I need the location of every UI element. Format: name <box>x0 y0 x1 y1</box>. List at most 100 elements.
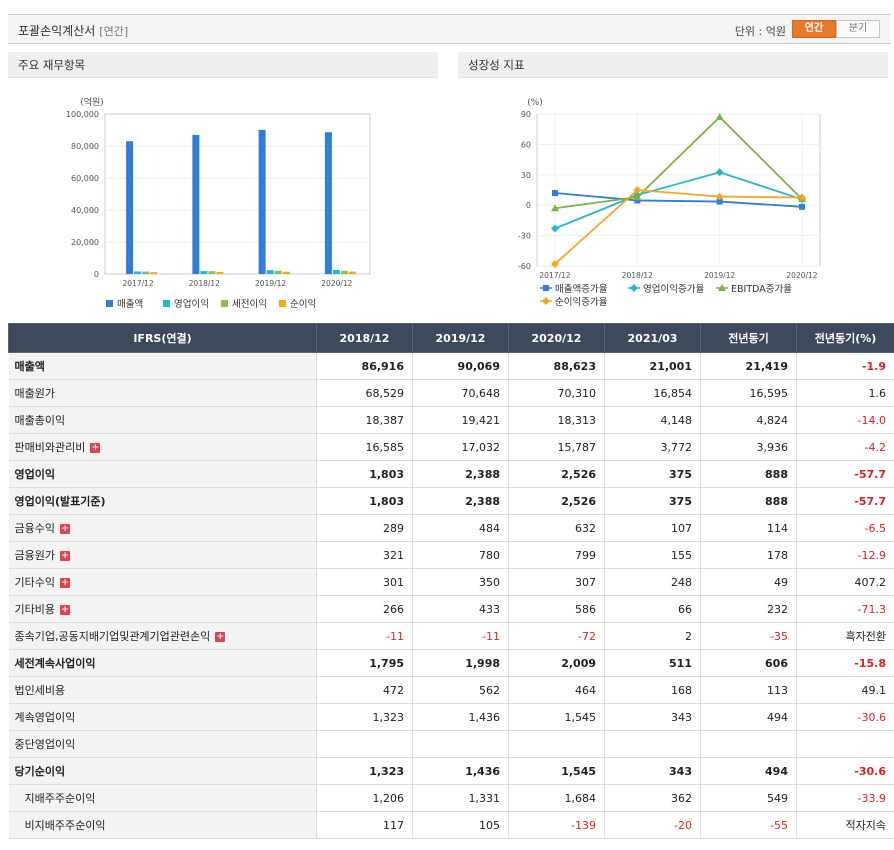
x-tick-label: 2019/12 <box>255 279 286 288</box>
series-line-3 <box>554 189 803 265</box>
value-cell: -20 <box>604 811 701 839</box>
value-cell: -14.0 <box>796 406 894 434</box>
value-cell: 105 <box>412 811 509 839</box>
series-point-3-0 <box>551 259 559 268</box>
value-cell: 16,595 <box>700 379 797 407</box>
value-cell <box>316 730 413 758</box>
value-cell: 70,648 <box>412 379 509 407</box>
row-label: 중단영업이익 <box>14 738 76 751</box>
value-cell: 2,388 <box>412 460 509 488</box>
series-point-3-2 <box>715 192 724 201</box>
series-point-2-2 <box>715 113 724 121</box>
table-row: 판매비와관리비 +16,585 17,032 15,787 3,772 3,936 -4.2 <box>8 433 894 461</box>
expand-plus-icon[interactable]: + <box>59 551 70 561</box>
value-cell: 155 <box>604 541 701 569</box>
value-cell: 66 <box>604 595 701 623</box>
y-tick-label: -60 <box>518 262 531 271</box>
value-cell: 16,585 <box>316 433 413 461</box>
expand-plus-icon[interactable]: + <box>59 605 70 615</box>
value-cell: 113 <box>700 676 797 704</box>
y-tick-label: 0 <box>526 201 531 210</box>
value-cell: 1,998 <box>412 649 509 677</box>
legend-label: 매출액증가율 <box>555 283 608 295</box>
row-label-cell: 종속기업,공동지배기업및관계기업관련손익 + <box>8 622 317 650</box>
value-cell: 606 <box>700 649 797 677</box>
expand-plus-icon[interactable]: + <box>215 632 226 642</box>
value-cell: 343 <box>604 757 701 785</box>
table-row: 매출총이익 18,387 19,421 18,313 4,148 4,824 -14.0 <box>8 406 894 434</box>
value-cell: 1,684 <box>508 784 605 812</box>
x-tick-label: 2017/12 <box>123 279 154 288</box>
series-point-3-3 <box>798 193 806 202</box>
growth-indicators-panel: 성장성 지표 (%) -60 -30 0 30 60 90 2017/12 2018/12 201… <box>458 52 888 316</box>
value-cell: 433 <box>412 595 509 623</box>
value-cell: 266 <box>316 595 413 623</box>
table-row: 당기순이익 1,323 1,436 1,545 343 494 -30.6 <box>8 757 894 785</box>
value-cell: -57.7 <box>796 487 894 515</box>
value-cell: 321 <box>316 541 413 569</box>
y-tick-label: -30 <box>518 232 531 241</box>
bar-2-0 <box>142 271 150 274</box>
series-point-1-2 <box>715 168 724 177</box>
expand-plus-icon[interactable]: + <box>59 578 70 588</box>
y-tick-label: 60 <box>521 140 531 149</box>
y-tick-label: 40,000 <box>71 206 99 215</box>
row-label: 기타수익 <box>14 576 55 589</box>
value-cell: 178 <box>700 541 797 569</box>
value-cell: 168 <box>604 676 701 704</box>
row-label-cell: 매출액 <box>8 352 317 380</box>
annual-toggle-button[interactable]: 연간 <box>792 20 836 38</box>
value-cell: 472 <box>316 676 413 704</box>
series-point-3-1 <box>633 186 642 194</box>
row-label: 종속기업,공동지배기업및관계기업관련손익 <box>14 630 211 643</box>
row-label: 기타비용 <box>14 603 55 616</box>
legend-label: 영업이익증가율 <box>643 283 704 295</box>
x-tick-label: 2020/12 <box>786 271 817 280</box>
bar-3-1 <box>216 271 224 274</box>
header-cell-2021-03: 2021/03 <box>604 323 701 353</box>
value-cell: 888 <box>700 460 797 488</box>
table-row: 영업이익(발표기준) 1,803 2,388 2,526 375 888 -57.7 <box>8 487 894 515</box>
table-row: 기타비용 +266 433 586 66 232 -71.3 <box>8 595 894 623</box>
value-cell: 117 <box>316 811 413 839</box>
value-cell: -35 <box>700 622 797 650</box>
value-cell: 1,545 <box>508 703 605 731</box>
row-label-cell: 영업이익(발표기준) <box>8 487 317 515</box>
row-label: 법인세비용 <box>14 684 66 697</box>
x-tick-label: 2018/12 <box>622 271 653 280</box>
value-cell: 1.6 <box>796 379 894 407</box>
value-cell: 86,916 <box>316 352 413 380</box>
table-row: 매출액 86,916 90,069 88,623 21,001 21,419 -1.9 <box>8 352 894 380</box>
value-cell: -15.8 <box>796 649 894 677</box>
value-cell: -11 <box>412 622 509 650</box>
header-cell-2018: 2018/12 <box>316 323 413 353</box>
series-point-0-3 <box>799 203 805 210</box>
y-tick-label: 30 <box>521 171 531 180</box>
expand-plus-icon[interactable]: + <box>90 443 101 453</box>
value-cell: 549 <box>700 784 797 812</box>
bar-1-2 <box>266 270 274 274</box>
value-cell: 114 <box>700 514 797 542</box>
row-label-cell: 영업이익 <box>8 460 317 488</box>
row-label: 매출액 <box>14 360 45 373</box>
row-label-cell: 세전계속사업이익 <box>8 649 317 677</box>
table-row: 영업이익 1,803 2,388 2,526 375 888 -57.7 <box>8 460 894 488</box>
bar-0-3 <box>324 132 332 274</box>
value-cell: 350 <box>412 568 509 596</box>
quarter-toggle-button[interactable]: 분기 <box>836 20 880 38</box>
series-point-2-0 <box>551 204 559 212</box>
income-statement-table: IFRS(연결) 2018/12 2019/12 2020/12 2021/03… <box>8 323 894 839</box>
series-point-2-1 <box>633 193 642 201</box>
statement-title-text: 포괄손익계산서 <box>18 24 96 38</box>
value-cell: 90,069 <box>412 352 509 380</box>
table-row: 기타수익 +301 350 307 248 49 407.2 <box>8 568 894 596</box>
series-point-0-0 <box>552 190 558 197</box>
value-cell: 68,529 <box>316 379 413 407</box>
expand-plus-icon[interactable]: + <box>59 524 70 534</box>
table-row: 계속영업이익 1,323 1,436 1,545 343 494 -30.6 <box>8 703 894 731</box>
key-financials-title: 주요 재무항목 <box>8 52 438 78</box>
value-cell: 107 <box>604 514 701 542</box>
value-cell: 흑자전환 <box>796 622 894 650</box>
row-label-cell: 금융수익 + <box>8 514 317 542</box>
series-point-1-0 <box>551 224 559 233</box>
